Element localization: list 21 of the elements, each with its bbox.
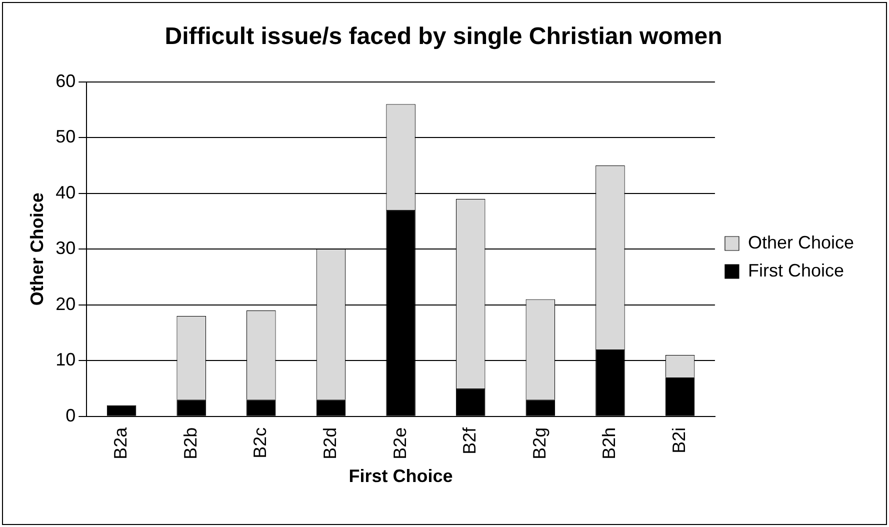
x-tick-label: B2d — [320, 427, 340, 460]
x-tick-label: B2g — [529, 427, 550, 460]
x-tick-label: B2h — [599, 427, 620, 460]
x-axis-title: First Choice — [348, 466, 453, 486]
y-tick-label: 20 — [56, 294, 76, 314]
y-tick-label: 30 — [56, 238, 76, 258]
x-tick-label: B2c — [250, 427, 270, 458]
x-tick-label: B2a — [110, 426, 130, 460]
y-axis-title: Other Choice — [26, 192, 47, 306]
x-tick-label: B2e — [390, 427, 410, 460]
x-tick-label: B2b — [180, 427, 200, 460]
y-tick-label: 50 — [56, 126, 76, 147]
legend-label: First Choice — [748, 260, 844, 280]
x-tick-label: B2i — [669, 427, 690, 454]
y-tick-label: 0 — [66, 405, 76, 426]
chart-title: Difficult issue/s faced by single Christian women — [164, 23, 722, 50]
y-tick-label: 10 — [56, 350, 76, 370]
y-tick-label: 60 — [56, 70, 76, 91]
x-tick-label: B2f — [460, 426, 480, 454]
legend-label: Other Choice — [748, 232, 854, 252]
y-tick-label: 40 — [56, 182, 76, 202]
